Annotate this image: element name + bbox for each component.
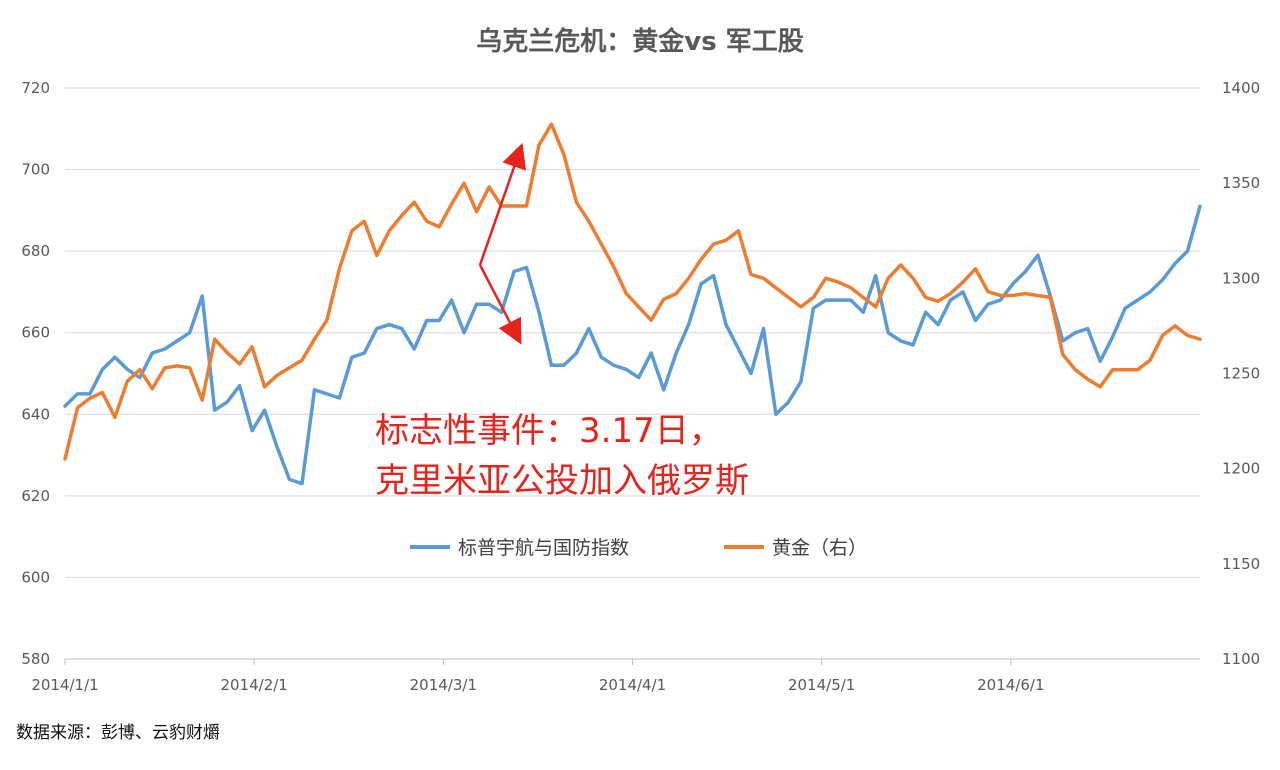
y-right-tick-label: 1400	[1222, 79, 1260, 97]
x-tick-label: 2014/1/1	[31, 676, 98, 694]
y-left-tick-label: 600	[21, 568, 50, 586]
annotation-line-2: 克里米亚公投加入俄罗斯	[375, 461, 749, 501]
x-tick-label: 2014/4/1	[599, 676, 666, 694]
series-line-defense-index	[63, 204, 1202, 486]
annotation-arrows	[478, 142, 527, 345]
y-left-tick-label: 680	[21, 242, 50, 260]
y-right-tick-label: 1150	[1222, 555, 1260, 573]
y-left-tick-label: 720	[21, 79, 50, 97]
chart-title: 乌克兰危机：黄金vs 军工股	[476, 26, 803, 57]
y-left-tick-label: 660	[21, 324, 50, 342]
arrow-down	[478, 264, 522, 345]
y-left-tick-label: 620	[21, 487, 50, 505]
series-layer	[63, 122, 1202, 486]
annotation-line-1: 标志性事件：3.17日，	[375, 411, 723, 451]
x-tick-label: 2014/5/1	[788, 676, 855, 694]
legend-label-index: 标普宇航与国防指数	[458, 537, 629, 559]
y-right-tick-label: 1350	[1222, 174, 1260, 192]
y-axis-left: 580 600 620 640 660 680 700 720	[21, 79, 50, 668]
x-tick-label: 2014/2/1	[220, 676, 287, 694]
gridlines	[65, 87, 1200, 578]
y-right-tick-label: 1100	[1222, 650, 1260, 668]
x-tick-label: 2014/6/1	[977, 676, 1044, 694]
data-source: 数据来源：彭博、云豹财爝	[16, 723, 220, 743]
y-axis-right: 1100 1150 1200 1250 1300 1350 1400	[1222, 79, 1260, 668]
legend-label-gold: 黄金（右）	[772, 537, 867, 559]
y-right-tick-label: 1200	[1222, 460, 1260, 478]
y-left-tick-label: 700	[21, 161, 50, 179]
series-line-gold	[63, 122, 1202, 461]
arrow-up	[478, 142, 527, 266]
y-left-tick-label: 580	[21, 650, 50, 668]
y-right-tick-label: 1300	[1222, 269, 1260, 287]
x-tick-label: 2014/3/1	[410, 676, 477, 694]
x-axis-ticks: 2014/1/1 2014/2/1 2014/3/1 2014/4/1 2014/5/1…	[31, 659, 1045, 694]
y-right-tick-label: 1250	[1222, 365, 1260, 383]
y-left-tick-label: 640	[21, 405, 50, 423]
legend: 标普宇航与国防指数 黄金（右）	[410, 537, 867, 559]
